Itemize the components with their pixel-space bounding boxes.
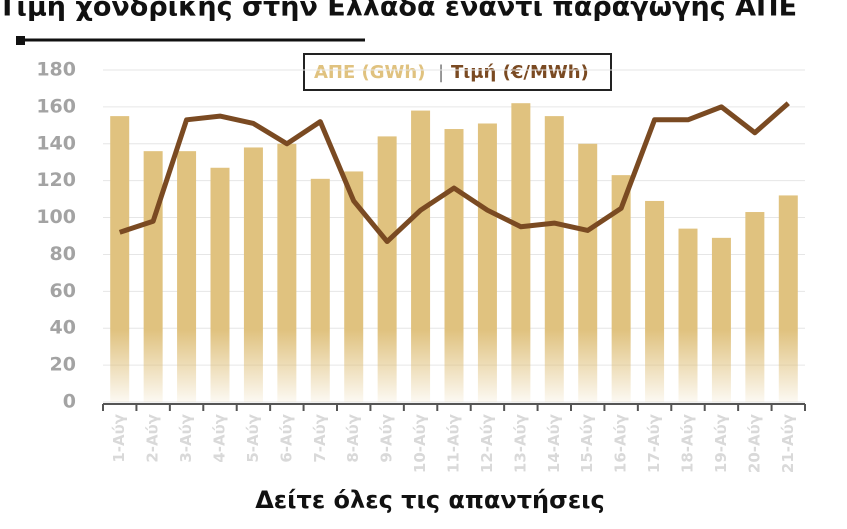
x-tick-label: 8-Αύγ <box>344 414 362 463</box>
x-tick-label: 17-Αύγ <box>645 414 663 473</box>
title-rule-dot <box>16 36 25 45</box>
bar <box>444 129 464 402</box>
bar <box>711 237 731 402</box>
bar <box>678 228 698 402</box>
bar <box>243 147 263 402</box>
bar <box>110 116 130 402</box>
x-tick-label: 1-Αύγ <box>110 414 128 463</box>
x-tick-label: 12-Αύγ <box>478 414 496 473</box>
y-tick-label: 0 <box>63 391 76 413</box>
y-tick-label: 100 <box>36 206 76 228</box>
x-tick-label: 2-Αύγ <box>144 414 162 463</box>
y-tick-label: 60 <box>50 280 76 302</box>
y-tick-label: 20 <box>50 354 76 376</box>
x-tick-label: 4-Αύγ <box>211 414 229 463</box>
y-tick-label: 180 <box>36 59 76 81</box>
bar <box>143 151 163 402</box>
x-tick-label: 9-Αύγ <box>378 414 396 463</box>
legend-separator: | <box>438 62 444 83</box>
bar <box>210 167 230 402</box>
y-tick-label: 40 <box>50 317 76 339</box>
bar <box>277 143 297 402</box>
legend-label: ΑΠΕ (GWh) <box>314 62 425 83</box>
legend-label: Τιμή (€/MWh) <box>451 62 589 83</box>
x-tick-label: 15-Αύγ <box>578 414 596 473</box>
bar <box>511 103 531 402</box>
x-tick-label: 6-Αύγ <box>277 414 295 463</box>
y-tick-label: 160 <box>36 95 76 117</box>
bar <box>745 212 765 402</box>
bar <box>611 175 631 402</box>
x-tick-label: 5-Αύγ <box>244 414 262 463</box>
x-tick-label: 7-Αύγ <box>311 414 329 463</box>
x-tick-label: 11-Αύγ <box>445 414 463 473</box>
legend-box <box>303 53 612 91</box>
x-tick-label: 18-Αύγ <box>679 414 697 473</box>
bar <box>310 178 330 402</box>
y-tick-label: 120 <box>36 169 76 191</box>
bar <box>578 143 598 402</box>
bar <box>177 151 197 402</box>
x-tick-label: 3-Αύγ <box>177 414 195 463</box>
caption-link[interactable]: Δείτε όλες τις απαντήσεις <box>255 486 605 514</box>
y-tick-label: 140 <box>36 132 76 154</box>
bar <box>645 200 665 402</box>
x-tick-label: 20-Αύγ <box>745 414 763 473</box>
x-tick-label: 21-Αύγ <box>779 414 797 473</box>
bar <box>544 116 564 402</box>
x-tick-label: 10-Αύγ <box>411 414 429 473</box>
bar <box>477 123 497 402</box>
chart-title: Τιμή χονδρικής στην Ελλάδα έναντι παραγω… <box>0 0 797 23</box>
bar <box>344 171 364 402</box>
x-tick-label: 19-Αύγ <box>712 414 730 473</box>
line <box>118 101 790 245</box>
x-tick-label: 16-Αύγ <box>612 414 630 473</box>
bar <box>411 110 431 403</box>
y-tick-label: 80 <box>50 243 76 265</box>
x-tick-label: 13-Αύγ <box>511 414 529 473</box>
bar <box>377 136 397 402</box>
x-tick-label: 14-Αύγ <box>545 414 563 473</box>
bar <box>778 195 798 402</box>
